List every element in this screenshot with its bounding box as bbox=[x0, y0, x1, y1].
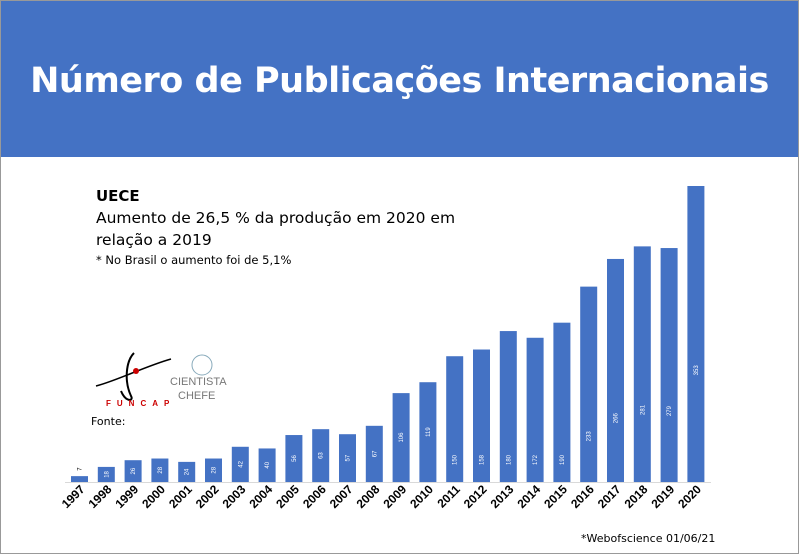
data-label-2012: 158 bbox=[480, 454, 486, 465]
bar-2013 bbox=[499, 331, 517, 482]
bar-2016 bbox=[580, 286, 598, 482]
data-label-2009: 106 bbox=[399, 432, 405, 443]
bar-2019 bbox=[660, 248, 678, 482]
x-tick-label-1999: 1999 bbox=[112, 482, 141, 511]
x-tick-label-2013: 2013 bbox=[488, 482, 517, 511]
bar-2020 bbox=[687, 186, 705, 482]
bar-2015 bbox=[553, 322, 571, 482]
svg-text:CHEFE: CHEFE bbox=[178, 390, 215, 402]
header-banner bbox=[1, 1, 798, 157]
bar-2005 bbox=[285, 435, 303, 482]
data-label-2000: 28 bbox=[158, 466, 164, 473]
x-tick-label-2017: 2017 bbox=[595, 482, 624, 511]
x-tick-label-2016: 2016 bbox=[568, 482, 597, 511]
x-tick-label-2005: 2005 bbox=[273, 482, 302, 511]
data-label-2001: 24 bbox=[185, 468, 191, 475]
x-tick-label-2002: 2002 bbox=[193, 482, 222, 511]
x-tick-label-2006: 2006 bbox=[300, 482, 329, 511]
x-tick-label-2000: 2000 bbox=[139, 482, 168, 511]
bar-2008 bbox=[365, 425, 383, 482]
bar-2018 bbox=[633, 246, 651, 482]
bar-2009 bbox=[392, 393, 410, 482]
bar-2011 bbox=[446, 356, 464, 482]
bar-2002 bbox=[205, 458, 222, 482]
x-tick-label-2011: 2011 bbox=[435, 482, 464, 511]
bar-1998 bbox=[97, 466, 115, 482]
data-label-2010: 119 bbox=[426, 427, 432, 437]
source-note: *Webofscience 01/06/21 bbox=[581, 532, 716, 545]
data-label-2007: 57 bbox=[346, 454, 352, 461]
x-tick-label-1997: 1997 bbox=[59, 482, 88, 511]
data-label-2008: 67 bbox=[372, 450, 378, 457]
bar-2014 bbox=[526, 337, 544, 482]
funcap-logo: FUNCAP bbox=[95, 352, 175, 408]
svg-text:CIENTISTA: CIENTISTA bbox=[170, 376, 227, 388]
data-label-2006: 63 bbox=[319, 452, 325, 459]
fonte-label: Fonte: bbox=[91, 415, 126, 428]
data-label-2020: 353 bbox=[694, 365, 700, 376]
data-label-2003: 42 bbox=[238, 460, 244, 467]
bar-2017 bbox=[607, 258, 624, 482]
growth-text-line2: relação a 2019 bbox=[96, 231, 212, 249]
bar-1997 bbox=[71, 476, 88, 482]
bar-2001 bbox=[178, 461, 196, 482]
data-label-2018: 281 bbox=[640, 404, 646, 415]
slide-title: Número de Publicações Internacionais bbox=[30, 61, 769, 101]
growth-text-line1: Aumento de 26,5 % da produção em 2020 em bbox=[96, 209, 456, 227]
svg-text:FUNCAP: FUNCAP bbox=[106, 399, 175, 408]
x-tick-label-2020: 2020 bbox=[675, 482, 704, 511]
bar-2000 bbox=[151, 458, 169, 482]
bar-2003 bbox=[231, 446, 249, 482]
data-label-2011: 150 bbox=[453, 454, 459, 465]
x-tick-label-2018: 2018 bbox=[622, 482, 651, 511]
x-tick-label-2014: 2014 bbox=[514, 482, 543, 511]
data-label-1998: 18 bbox=[104, 470, 110, 477]
data-label-2016: 233 bbox=[587, 431, 593, 442]
cientista-chefe-logo: CIENTISTA CHEFE bbox=[170, 354, 227, 402]
institution-label: UECE bbox=[96, 187, 140, 205]
data-label-2019: 279 bbox=[667, 405, 673, 416]
data-label-2014: 172 bbox=[533, 454, 539, 465]
x-tick-label-2008: 2008 bbox=[354, 482, 383, 511]
x-tick-label-2009: 2009 bbox=[380, 482, 409, 511]
bar-1999 bbox=[124, 460, 142, 482]
x-tick-label-2019: 2019 bbox=[648, 482, 677, 511]
bar-2006 bbox=[312, 429, 330, 482]
x-tick-label-2007: 2007 bbox=[327, 482, 356, 511]
data-label-1999: 26 bbox=[131, 467, 137, 474]
data-label-2002: 28 bbox=[212, 466, 218, 473]
x-tick-label-1998: 1998 bbox=[86, 482, 115, 511]
data-label-2015: 190 bbox=[560, 454, 566, 465]
data-label-1997: 7 bbox=[78, 467, 84, 471]
bar-2012 bbox=[473, 349, 490, 482]
data-label-2013: 180 bbox=[506, 454, 512, 465]
x-tick-label-2010: 2010 bbox=[407, 482, 436, 511]
x-tick-label-2015: 2015 bbox=[541, 482, 570, 511]
bar-2004 bbox=[258, 448, 276, 482]
x-tick-label-2003: 2003 bbox=[220, 482, 249, 511]
data-label-2004: 40 bbox=[265, 461, 271, 468]
x-tick-label-2001: 2001 bbox=[166, 482, 195, 511]
data-label-2005: 56 bbox=[292, 455, 298, 462]
bar-2007 bbox=[339, 434, 356, 482]
data-label-2017: 266 bbox=[614, 413, 620, 424]
brazil-note: * No Brasil o aumento foi de 5,1% bbox=[96, 253, 292, 267]
x-tick-label-2004: 2004 bbox=[246, 482, 275, 511]
x-tick-label-2012: 2012 bbox=[461, 482, 490, 511]
bar-2010 bbox=[419, 382, 437, 482]
